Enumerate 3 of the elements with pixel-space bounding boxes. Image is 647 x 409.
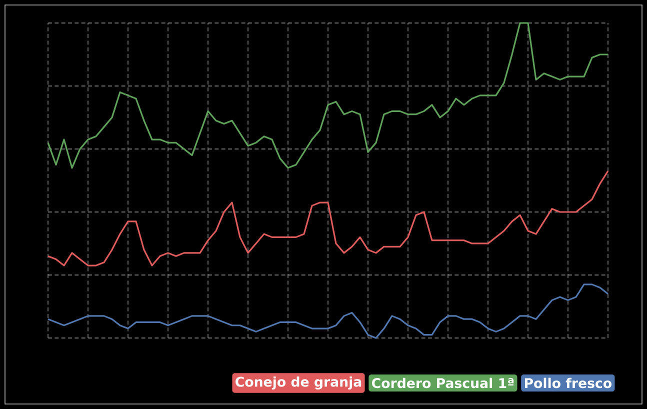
text: Conejo de granja [236, 376, 362, 390]
text: Pollo fresco [525, 378, 612, 388]
text: Cordero Pascual 1ª [372, 378, 514, 388]
